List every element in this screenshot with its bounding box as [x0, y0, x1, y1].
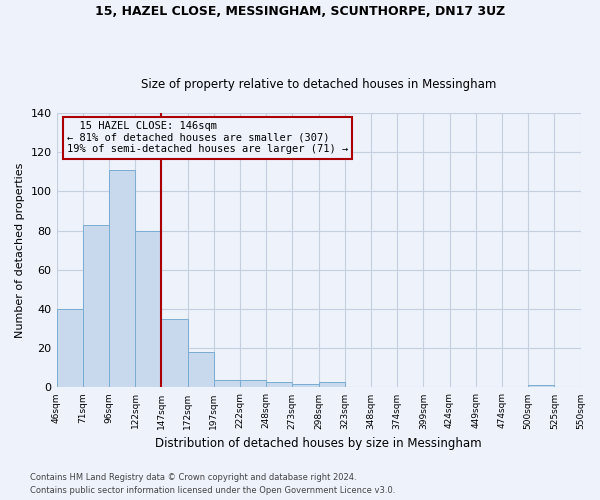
Bar — [240, 380, 266, 388]
Bar — [109, 170, 135, 388]
Bar — [83, 224, 109, 388]
Bar — [266, 382, 292, 388]
Bar — [135, 230, 161, 388]
Bar — [188, 352, 214, 388]
Title: Size of property relative to detached houses in Messingham: Size of property relative to detached ho… — [141, 78, 496, 91]
Text: 15 HAZEL CLOSE: 146sqm
← 81% of detached houses are smaller (307)
19% of semi-de: 15 HAZEL CLOSE: 146sqm ← 81% of detached… — [67, 121, 348, 154]
Text: 15, HAZEL CLOSE, MESSINGHAM, SCUNTHORPE, DN17 3UZ: 15, HAZEL CLOSE, MESSINGHAM, SCUNTHORPE,… — [95, 5, 505, 18]
X-axis label: Distribution of detached houses by size in Messingham: Distribution of detached houses by size … — [155, 437, 482, 450]
Y-axis label: Number of detached properties: Number of detached properties — [15, 162, 25, 338]
Text: Contains HM Land Registry data © Crown copyright and database right 2024.
Contai: Contains HM Land Registry data © Crown c… — [30, 474, 395, 495]
Bar — [319, 382, 345, 388]
Bar — [161, 319, 188, 388]
Bar — [292, 384, 319, 388]
Bar — [528, 386, 554, 388]
Bar — [56, 309, 83, 388]
Bar — [214, 380, 240, 388]
